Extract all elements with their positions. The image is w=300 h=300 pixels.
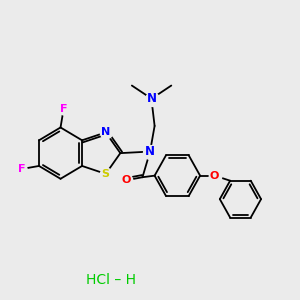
Text: N: N xyxy=(101,128,110,137)
Text: HCl – H: HCl – H xyxy=(85,273,136,287)
Text: O: O xyxy=(121,175,130,185)
Text: N: N xyxy=(145,145,155,158)
Text: F: F xyxy=(18,164,25,174)
Text: N: N xyxy=(147,92,157,105)
Text: S: S xyxy=(102,169,110,179)
Text: O: O xyxy=(210,171,219,181)
Text: F: F xyxy=(60,104,67,114)
